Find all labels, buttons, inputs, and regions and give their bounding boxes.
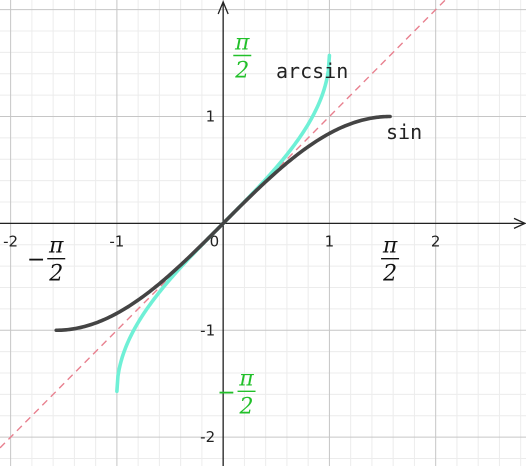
fraction-xnegpi2: −π 2 [27,234,66,287]
y-tick-label: -1 [200,321,215,339]
fraction-denominator: 2 [382,262,397,287]
fraction-ypi2: π2 [233,30,252,83]
fraction-denominator: 2 [48,262,63,287]
x-tick-label: 2 [431,232,441,250]
x-axis-arrowhead [513,217,526,229]
x-tick-label: -1 [109,232,124,250]
fraction-numerator: π [382,234,398,259]
fraction-numerator: π [234,30,250,55]
fraction-sign: − [217,380,235,405]
fraction-numerator: π [238,366,254,391]
sin-curve-label: sin [386,120,422,144]
x-tick-label: -2 [3,232,18,250]
sin-curve [54,114,392,333]
x-tick-label: 0 [210,232,220,250]
fraction-xpi2: π2 [381,234,400,287]
y-axis-arrowhead [217,0,229,15]
curve-labels: arcsin sin [276,59,422,144]
tick-labels: -2 -1 0 1 2 -2 -1 1 [3,108,440,447]
fraction-ynegpi2: −π 2 [217,366,256,419]
y-tick-label: 1 [206,108,216,126]
fraction-numerator: π [48,234,64,259]
y-tick-label: -2 [200,428,215,446]
fraction-denominator: 2 [234,58,249,83]
x-tick-label: 1 [325,232,335,250]
curves [0,0,446,449]
fraction-sign: − [27,248,45,273]
arcsin-curve-label: arcsin [276,59,348,83]
fraction-denominator: 2 [239,394,254,419]
